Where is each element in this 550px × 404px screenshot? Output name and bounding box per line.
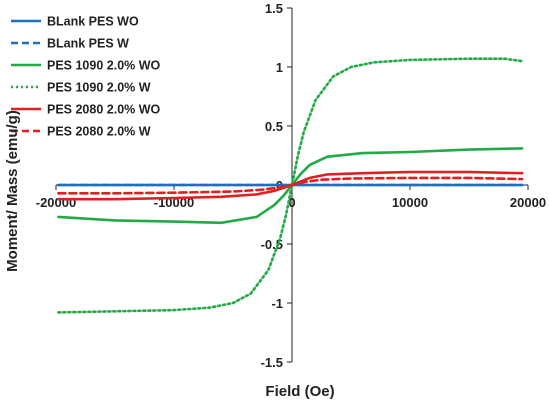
x-tick-label: 20000 bbox=[510, 195, 546, 210]
y-tick-label: 0.5 bbox=[265, 119, 283, 134]
y-axis-label: Moment/ Mass (emu/g) bbox=[4, 110, 21, 272]
legend-label: PES 1090 2.0% WO bbox=[47, 59, 161, 73]
y-tick-label: -0.5 bbox=[261, 237, 283, 252]
y-tick-label: -1.5 bbox=[261, 355, 283, 370]
legend-label: PES 2080 2.0% WO bbox=[47, 103, 161, 117]
x-tick-label: 10000 bbox=[392, 195, 428, 210]
series-line-4 bbox=[57, 57, 524, 314]
series-line-6 bbox=[57, 176, 524, 195]
legend-label: BLank PES WO bbox=[47, 15, 139, 29]
x-tick-label: -20000 bbox=[36, 195, 76, 210]
x-tick-label: 0 bbox=[288, 195, 295, 210]
x-axis-label: Field (Oe) bbox=[265, 383, 334, 400]
y-tick-label: -1 bbox=[271, 296, 283, 311]
y-tick-label: 1 bbox=[276, 60, 283, 75]
legend-label: PES 2080 2.0% W bbox=[47, 125, 151, 139]
legend: BLank PES WO BLank PES W PES 1090 2.0% WO P… bbox=[11, 15, 161, 139]
series-lines bbox=[57, 57, 524, 314]
legend-label: PES 1090 2.0% W bbox=[47, 81, 151, 95]
legend-label: BLank PES W bbox=[47, 37, 129, 51]
y-tick-label: 1.5 bbox=[265, 1, 283, 16]
